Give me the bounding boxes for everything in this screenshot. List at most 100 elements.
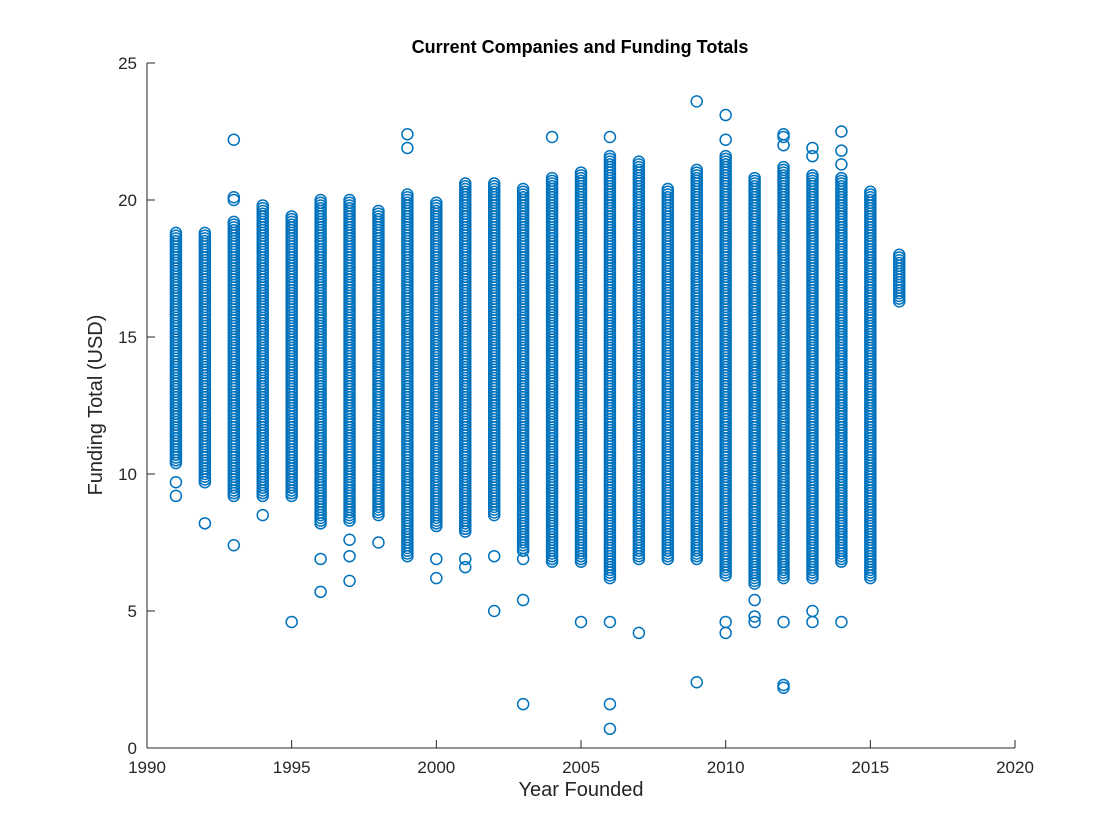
y-tick-label: 5	[128, 602, 137, 621]
data-point	[487, 549, 501, 563]
data-point	[835, 158, 848, 171]
data-point	[893, 248, 906, 262]
x-tick-label: 2015	[851, 758, 889, 777]
data-point	[777, 130, 790, 144]
data-point	[777, 127, 790, 141]
data-point	[227, 133, 241, 146]
data-point	[777, 138, 790, 152]
x-axis-label: Year Founded	[519, 779, 644, 801]
y-axis-label: Funding Total (USD)	[85, 315, 107, 496]
data-point	[227, 193, 241, 207]
data-point	[516, 697, 530, 711]
data-point	[430, 571, 443, 585]
data-point	[661, 182, 675, 196]
data-point	[198, 226, 212, 240]
x-tick-label: 1990	[128, 758, 166, 777]
data-point	[719, 108, 732, 122]
data-point	[285, 210, 298, 223]
data-point	[806, 149, 819, 163]
data-point	[169, 489, 183, 503]
data-point	[459, 552, 472, 566]
data-point	[430, 196, 443, 209]
data-point	[777, 681, 790, 694]
data-point	[806, 615, 819, 629]
data-point	[690, 675, 703, 689]
data-point	[748, 171, 761, 185]
data-point	[835, 171, 848, 185]
data-point	[545, 171, 559, 185]
data-point	[545, 130, 559, 144]
data-points	[169, 95, 906, 736]
data-point	[314, 585, 327, 599]
data-point	[690, 163, 703, 177]
data-point	[777, 160, 790, 174]
data-point	[227, 215, 241, 229]
data-point	[632, 626, 646, 640]
data-point	[806, 604, 819, 618]
data-point	[603, 722, 617, 736]
y-tick-label: 15	[118, 328, 137, 347]
data-point	[835, 144, 848, 157]
data-point	[835, 615, 848, 629]
data-point	[430, 552, 443, 566]
data-point	[603, 697, 617, 711]
data-point	[285, 615, 298, 629]
x-tick-label: 1995	[273, 758, 311, 777]
x-tick-label: 2010	[707, 758, 745, 777]
data-point	[314, 552, 327, 566]
data-point	[343, 549, 356, 563]
data-point	[227, 191, 241, 204]
data-point	[372, 536, 385, 549]
data-point	[574, 615, 588, 629]
data-point	[459, 560, 472, 574]
data-point	[748, 610, 761, 623]
data-point	[401, 188, 414, 201]
data-point	[603, 130, 617, 144]
data-point	[806, 141, 819, 155]
data-point	[227, 538, 241, 552]
chart-title: Current Companies and Funding Totals	[412, 37, 749, 57]
data-point	[806, 169, 819, 182]
data-point	[516, 552, 530, 566]
data-point	[603, 615, 617, 629]
y-tick-label: 25	[118, 54, 137, 73]
data-point	[777, 678, 790, 692]
data-point	[835, 125, 848, 138]
y-tick-label: 10	[118, 465, 137, 484]
data-point	[343, 193, 356, 207]
data-point	[719, 615, 732, 629]
x-tick-label: 2000	[417, 758, 455, 777]
data-point	[574, 166, 588, 179]
data-point	[343, 533, 356, 547]
data-point	[459, 177, 472, 190]
data-point	[748, 593, 761, 607]
data-point	[748, 615, 761, 629]
data-point	[314, 193, 327, 207]
data-point	[516, 182, 530, 196]
data-point	[690, 95, 703, 108]
y-ticks: 0 5 10 15 20 25	[118, 54, 155, 758]
x-tick-label: 2020	[996, 758, 1034, 777]
data-point	[777, 615, 790, 629]
data-point	[401, 141, 414, 155]
data-point	[487, 177, 501, 190]
data-point	[372, 204, 385, 218]
data-point	[719, 133, 732, 146]
data-point	[169, 226, 183, 240]
data-point	[603, 149, 617, 163]
data-point	[719, 149, 732, 163]
data-point	[487, 604, 501, 618]
x-tick-label: 2005	[562, 758, 600, 777]
data-point	[198, 517, 212, 530]
data-point	[719, 626, 732, 640]
y-tick-label: 20	[118, 191, 137, 210]
data-point	[256, 199, 269, 212]
y-tick-label: 0	[128, 739, 137, 758]
data-point	[169, 475, 183, 489]
data-point	[401, 127, 414, 141]
data-point	[632, 155, 646, 168]
data-point	[516, 593, 530, 607]
data-point	[864, 185, 877, 199]
